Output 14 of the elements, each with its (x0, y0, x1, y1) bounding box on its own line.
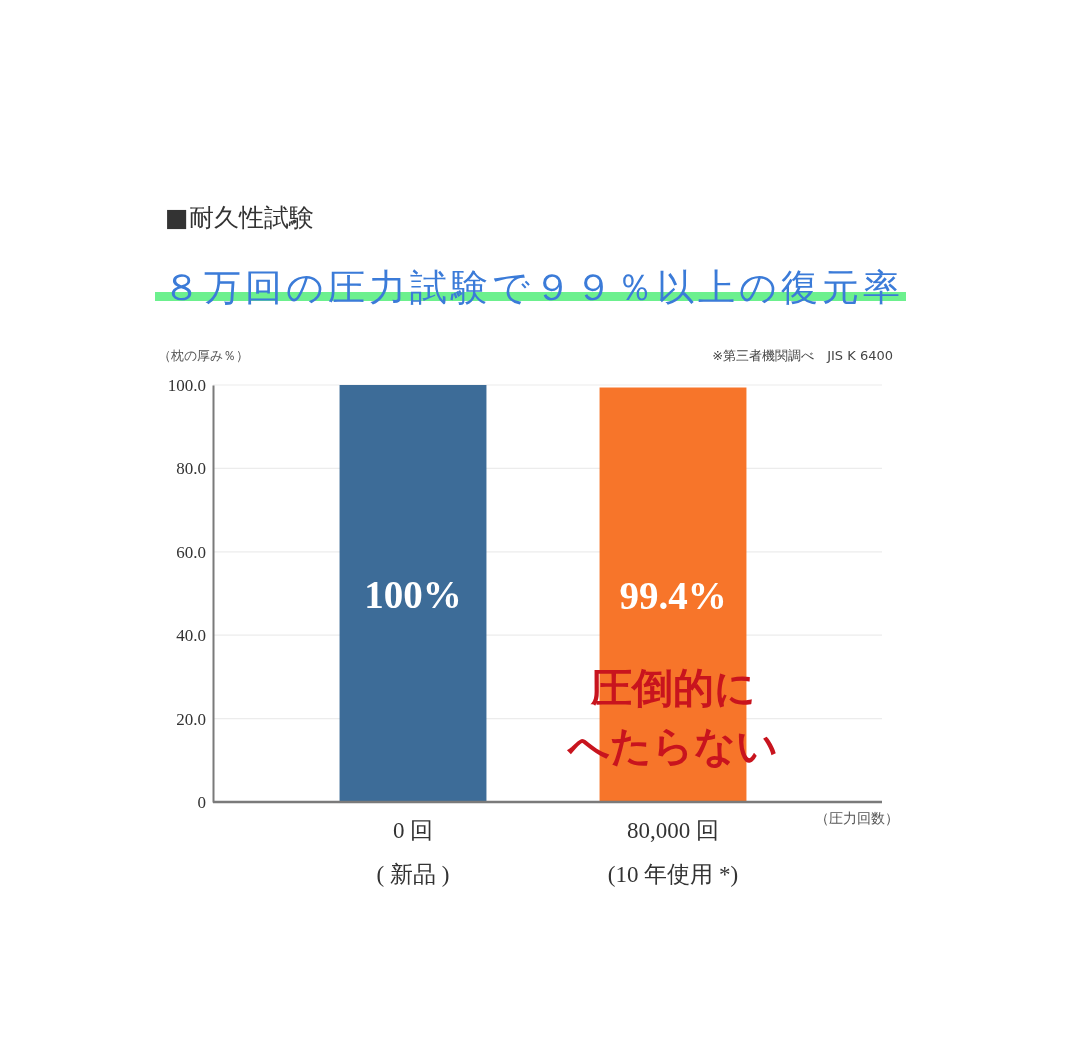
y-tick-label: 0 (197, 792, 206, 812)
y-tick-label: 20.0 (176, 709, 206, 729)
data-label: 99.4% (619, 573, 727, 617)
y-tick-label: 60.0 (176, 542, 206, 562)
x-axis-title: （圧力回数） (815, 810, 899, 826)
y-axis-title: （枕の厚み％） (158, 348, 249, 363)
chart-title: ■耐久性試験 (165, 203, 314, 232)
text: ※第三者機関調べ JIS K 6400 (712, 348, 893, 363)
y-tick-label: 80.0 (176, 459, 206, 479)
y-tick-label: 40.0 (176, 626, 206, 646)
data-label: 100% (364, 572, 462, 616)
x-tick-label: 0 回 ( 新品 ) (376, 818, 450, 887)
x-tick-label: 80,000 回 (10 年使用 *) (607, 818, 739, 887)
y-tick-label: 100.0 (167, 375, 206, 395)
